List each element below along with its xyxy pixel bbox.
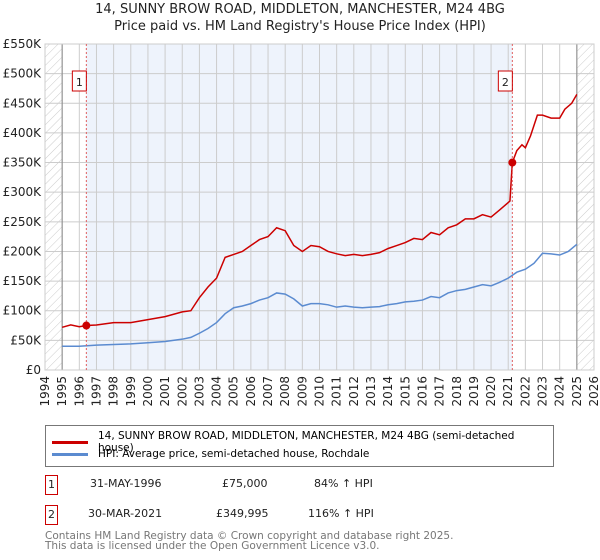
sale-date: 30-MAR-2021 xyxy=(88,507,163,520)
y-tick-label: £300K xyxy=(3,185,43,199)
y-tick-label: £150K xyxy=(3,274,43,288)
legend-item-property: 14, SUNNY BROW ROAD, MIDDLETON, MANCHEST… xyxy=(52,430,553,454)
chart-title: 14, SUNNY BROW ROAD, MIDDLETON, MANCHEST… xyxy=(95,2,505,17)
x-tick-label: 2012 xyxy=(347,376,361,407)
x-tick-label: 2024 xyxy=(553,376,567,407)
hatched-region xyxy=(45,44,63,370)
plot-border xyxy=(44,43,595,371)
sale-marker: 2 xyxy=(45,505,58,525)
plot-area: 1 2 £0 £50K £100K £150K £200K £250K £300K £350K £4… xyxy=(3,37,600,407)
x-tick-label: 2014 xyxy=(381,376,395,407)
x-tick-label: 1996 xyxy=(72,376,86,407)
x-tick-label: 2000 xyxy=(141,376,155,407)
sale-label-box xyxy=(71,70,87,92)
x-tick-label: 2020 xyxy=(484,376,498,407)
sale-label: 1 xyxy=(76,76,83,89)
x-tick-label: 2019 xyxy=(467,376,481,407)
sale-label-box xyxy=(497,70,513,92)
sale-label: 2 xyxy=(502,76,509,89)
footer: Contains HM Land Registry data © Crown c… xyxy=(45,530,454,552)
x-tick-label: 2010 xyxy=(313,376,327,407)
y-tick-label: £450K xyxy=(3,96,43,110)
x-tick-label: 1997 xyxy=(89,376,103,407)
x-tick-label: 2009 xyxy=(295,376,309,407)
sale-date: 31-MAY-1996 xyxy=(90,477,162,490)
x-tick-label: 1999 xyxy=(124,376,138,407)
sale-point xyxy=(508,158,517,167)
sale-row: 2 30-MAR-2021 £349,995 116% ↑ HPI xyxy=(45,505,445,525)
y-tick-label: £0 xyxy=(26,363,41,377)
legend-item-hpi: HPI: Average price, semi-detached house,… xyxy=(52,448,369,460)
x-tick-label: 2002 xyxy=(175,376,189,407)
sale-hpi: 84% ↑ HPI xyxy=(314,477,373,490)
legend-label: HPI: Average price, semi-detached house,… xyxy=(98,448,370,460)
sale-marker: 1 xyxy=(45,475,58,495)
legend-swatch-red xyxy=(52,440,88,444)
y-tick-label: £400K xyxy=(3,126,43,140)
sale-price: £75,000 xyxy=(222,477,268,490)
x-tick-label: 2005 xyxy=(227,376,241,407)
y-tick-label: £100K xyxy=(3,304,43,318)
y-tick-label: £500K xyxy=(3,67,43,81)
x-tick-label: 2013 xyxy=(364,376,378,407)
shaded-period xyxy=(86,44,513,370)
x-tick-label: 2015 xyxy=(398,376,412,407)
legend-label: 14, SUNNY BROW ROAD, MIDDLETON, MANCHEST… xyxy=(97,430,515,454)
legend-swatch-blue xyxy=(52,452,88,456)
x-tick-label: 1998 xyxy=(107,376,121,407)
sale-hpi: 116% ↑ HPI xyxy=(308,507,374,520)
y-tick-label: £50K xyxy=(10,333,42,347)
x-tick-label: 2008 xyxy=(278,376,292,407)
x-tick-label: 2007 xyxy=(261,376,275,407)
y-tick-label: £250K xyxy=(3,215,43,229)
x-tick-label: 2023 xyxy=(536,376,550,407)
sale-price: £349,995 xyxy=(216,507,269,520)
x-tick-label: 2001 xyxy=(158,376,172,407)
sale-row: 1 31-MAY-1996 £75,000 84% ↑ HPI xyxy=(45,475,445,495)
x-tick-label: 2016 xyxy=(415,376,429,407)
x-tick-label: 2003 xyxy=(192,376,206,407)
hatched-region xyxy=(576,44,594,370)
x-tick-label: 1994 xyxy=(38,376,52,407)
sale-point xyxy=(82,321,91,330)
footer-copyright: Contains HM Land Registry data © Crown c… xyxy=(45,530,454,542)
footer-licence: This data is licensed under the Open Gov… xyxy=(45,540,380,552)
y-tick-label: £200K xyxy=(3,244,43,258)
x-tick-label: 2022 xyxy=(518,376,532,407)
y-tick-label: £350K xyxy=(3,156,43,170)
x-tick-label: 2018 xyxy=(450,376,464,407)
y-tick-label: £550K xyxy=(3,37,43,51)
chart-subtitle: Price paid vs. HM Land Registry's House … xyxy=(114,19,486,34)
x-tick-label: 2011 xyxy=(330,376,344,407)
x-tick-label: 2017 xyxy=(433,376,447,407)
x-tick-label: 2004 xyxy=(210,376,224,407)
legend: 14, SUNNY BROW ROAD, MIDDLETON, MANCHEST… xyxy=(45,425,554,467)
property-price-line xyxy=(61,94,578,329)
x-tick-label: 2025 xyxy=(570,376,584,407)
x-tick-label: 2021 xyxy=(501,376,515,407)
x-tick-label: 2006 xyxy=(244,376,258,407)
hpi-line xyxy=(62,243,578,348)
x-tick-label: 2026 xyxy=(587,376,600,407)
x-tick-label: 1995 xyxy=(55,376,69,407)
